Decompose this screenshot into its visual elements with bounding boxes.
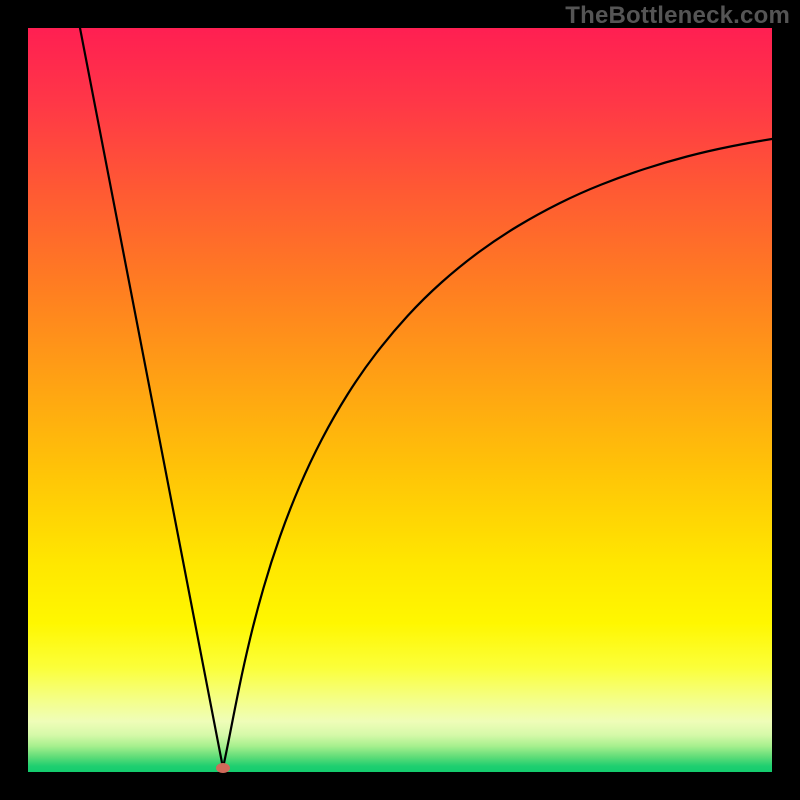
plot-area [28, 28, 772, 772]
chart-svg [28, 28, 772, 772]
attribution-text: TheBottleneck.com [565, 2, 790, 30]
minimum-marker [216, 763, 230, 773]
